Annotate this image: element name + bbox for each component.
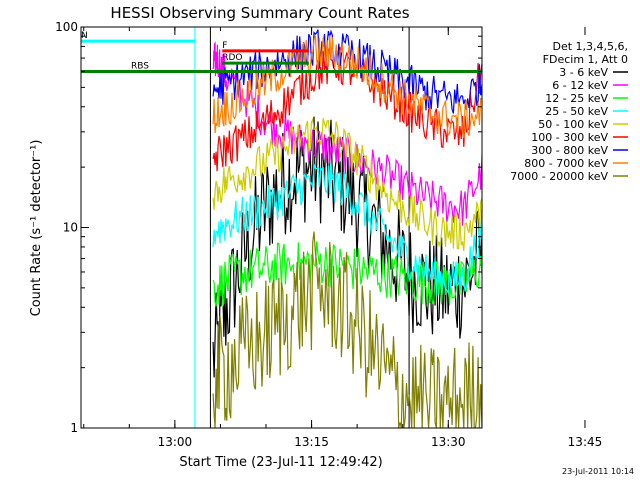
flag-label: RDO bbox=[222, 53, 242, 63]
legend-label: 800 - 7000 keV bbox=[524, 157, 608, 170]
series-line bbox=[212, 41, 482, 226]
footer-timestamp: 23-Jul-2011 10:14 bbox=[562, 467, 634, 476]
legend-label: 50 - 100 keV bbox=[538, 118, 608, 131]
y-axis-label: Count Rate (s⁻¹ detector⁻¹) bbox=[29, 140, 44, 317]
y-tick-label: 100 bbox=[55, 20, 78, 34]
legend: Det 1,3,4,5,6,FDecim 1, Att 03 - 6 keV6 … bbox=[510, 40, 628, 183]
series-line bbox=[212, 241, 482, 308]
legend-label: 100 - 300 keV bbox=[531, 131, 608, 144]
legend-label: 6 - 12 keV bbox=[552, 79, 608, 92]
series-line bbox=[212, 117, 482, 251]
chart-title: HESSI Observing Summary Count Rates bbox=[110, 4, 409, 22]
series-line bbox=[212, 29, 482, 114]
legend-header: FDecim 1, Att 0 bbox=[543, 53, 628, 66]
legend-label: 7000 - 20000 keV bbox=[510, 170, 608, 183]
x-tick-label: 13:45 bbox=[568, 435, 603, 449]
legend-label: 25 - 50 keV bbox=[545, 105, 608, 118]
x-tick-label: 13:30 bbox=[431, 435, 466, 449]
x-tick-label: 13:00 bbox=[158, 435, 193, 449]
legend-header: Det 1,3,4,5,6, bbox=[552, 40, 628, 53]
series-line bbox=[212, 46, 482, 172]
flag-label: RBS bbox=[131, 61, 149, 71]
x-tick-label: 13:15 bbox=[294, 435, 329, 449]
legend-label: 3 - 6 keV bbox=[559, 66, 608, 79]
y-tick-label: 10 bbox=[63, 221, 78, 235]
flag-label: F bbox=[222, 41, 227, 51]
x-axis-label: Start Time (23-Jul-11 12:49:42) bbox=[179, 455, 382, 470]
legend-label: 300 - 800 keV bbox=[531, 144, 608, 157]
series-line bbox=[212, 162, 482, 296]
legend-label: 12 - 25 keV bbox=[545, 92, 608, 105]
series-line bbox=[212, 34, 482, 139]
series-line bbox=[212, 116, 482, 378]
series-line bbox=[212, 231, 482, 428]
y-tick-label: 1 bbox=[70, 421, 78, 435]
